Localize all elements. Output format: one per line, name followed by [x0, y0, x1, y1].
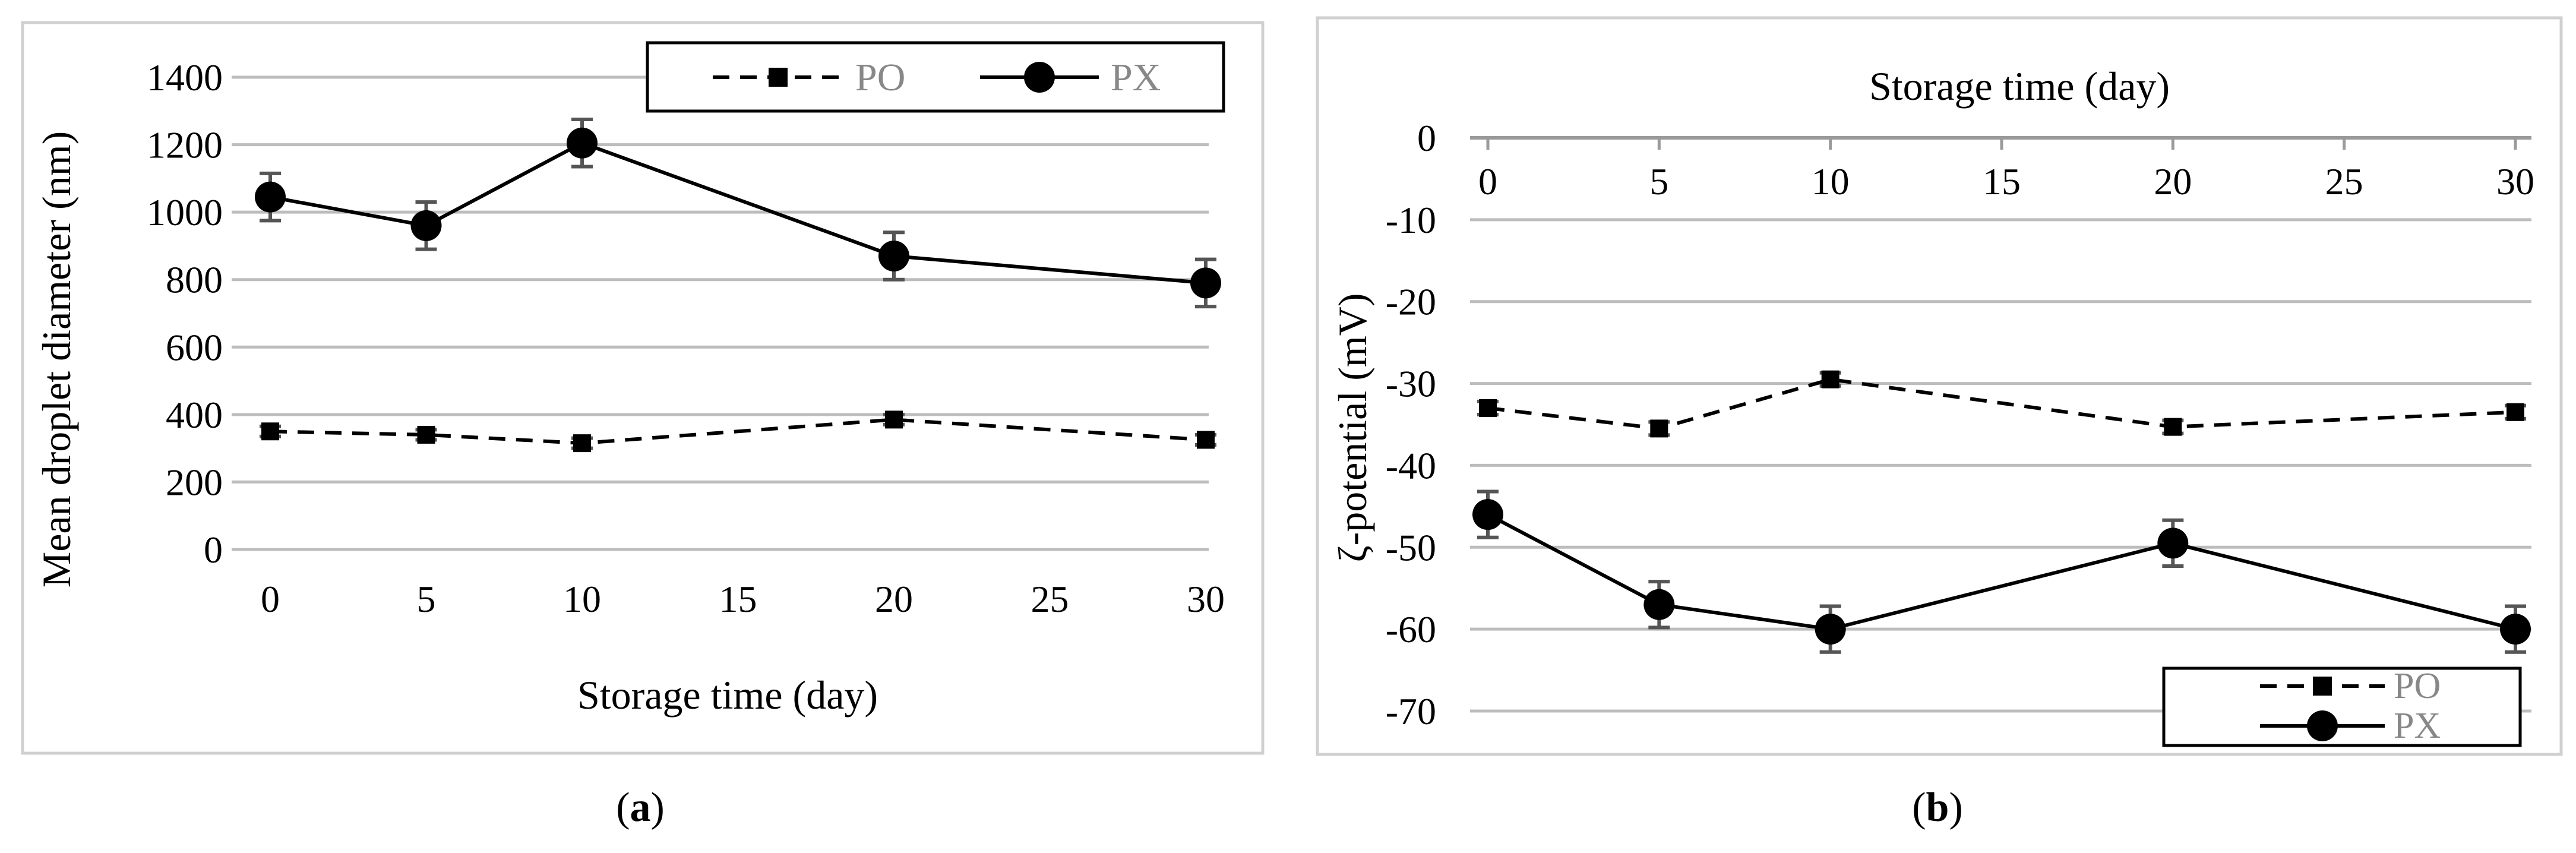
panel-b-y-tick-label: -10 — [1386, 199, 1436, 241]
panel-b-series-px-line — [1487, 513, 2516, 631]
panel-b-point-po — [1821, 370, 1839, 388]
panel-b-x-tick-label: 15 — [1983, 160, 2021, 203]
panel-a-x-ticks: 0 5 10 15 20 25 30 — [261, 578, 1225, 620]
panel-b-point-px — [1815, 614, 1846, 645]
panel-b-x-ticks: 0 5 10 15 20 25 30 — [1478, 160, 2534, 203]
panel-a-y-tick-label: 200 — [166, 461, 223, 503]
panel-b-point-px — [1472, 499, 1503, 530]
panel-a-series — [255, 117, 1221, 453]
panel-a-y-axis-label: Mean droplet diameter (nm) — [34, 131, 79, 588]
panel-b-y-tick-label: -50 — [1386, 526, 1436, 568]
panel-b-point-po — [2164, 418, 2182, 436]
panel-a-point-po — [573, 434, 591, 453]
panel-b-y-axis-label: ζ-potential (mV) — [1330, 293, 1375, 562]
panel-b-x-axis-label: Storage time (day) — [1869, 64, 2170, 109]
panel-a-x-tick-label: 30 — [1187, 578, 1225, 620]
panel-a-y-tick-label: 600 — [166, 326, 223, 368]
panel-a-y-tick-label: 800 — [166, 259, 223, 301]
panel-b-point-px — [2157, 527, 2189, 559]
panel-a-legend: PO PX — [646, 41, 1225, 113]
panel-b-legend: PO PX — [2162, 666, 2522, 747]
panel-a-x-tick-label: 0 — [261, 578, 280, 620]
panel-a-y-tick-label: 1400 — [147, 56, 223, 99]
panel-a-x-tick-label: 25 — [1031, 578, 1069, 620]
panel-b-point-po — [2507, 403, 2524, 421]
panel-a-point-px — [1190, 267, 1221, 299]
panel-b-caption: (b) — [1912, 785, 1963, 830]
panel-a-point-po — [1197, 431, 1215, 449]
panel-b-y-tick-label: -70 — [1386, 690, 1436, 732]
panel-a-point-po — [885, 410, 903, 429]
panel-b-y-tick-label: -60 — [1386, 608, 1436, 650]
panel-b-x-tick-label: 25 — [2325, 160, 2363, 203]
panel-b-legend-box — [2162, 666, 2522, 747]
panel-a-point-px — [878, 240, 909, 271]
panel-b-x-tick-label: 10 — [1812, 160, 1850, 203]
panel-b-series — [1472, 370, 2531, 654]
panel-a-x-tick-label: 20 — [875, 578, 913, 620]
panel-a-y-tick-label: 400 — [166, 394, 223, 436]
panel-a: 0 200 400 600 800 1000 1200 1400 0 5 10 15 20 25 30 S… — [21, 21, 1265, 755]
panel-a-y-tick-label: 0 — [204, 529, 223, 571]
panel-a-x-tick-label: 10 — [563, 578, 601, 620]
panel-a-point-px — [567, 127, 598, 159]
panel-b-point-po — [1479, 399, 1497, 417]
panel-b-y-tick-label: -30 — [1386, 363, 1436, 405]
panel-b-point-px — [2500, 614, 2531, 645]
panel-b-caption-letter: b — [1926, 785, 1949, 830]
panel-a-caption-letter: a — [630, 785, 651, 830]
panel-b: 0 -10 -20 -30 -40 -50 -60 -70 0 5 10 15 20 25 30 Stor… — [1316, 16, 2563, 756]
panel-a-legend-po-marker — [769, 68, 788, 87]
panel-b-legend-po-marker — [2313, 677, 2332, 696]
panel-a-x-tick-label: 5 — [417, 578, 436, 620]
panel-b-y-tick-label: 0 — [1417, 117, 1436, 159]
panel-a-x-axis-label: Storage time (day) — [577, 672, 878, 718]
panel-b-y-tick-label: -40 — [1386, 444, 1436, 486]
panel-b-point-px — [1643, 589, 1675, 620]
panel-a-caption: (a) — [616, 785, 665, 830]
panel-a-x-tick-label: 15 — [719, 578, 757, 620]
panel-b-legend-px-label: PX — [2394, 706, 2441, 746]
panel-b-x-tick-label: 30 — [2496, 160, 2534, 203]
panel-a-y-ticks: 0 200 400 600 800 1000 1200 1400 — [147, 56, 223, 571]
panel-b-x-tick-label: 20 — [2154, 160, 2192, 203]
panel-b-x-tick-label: 0 — [1478, 160, 1497, 203]
panel-a-legend-px-marker — [1024, 62, 1055, 93]
panel-a-series-po-line — [270, 418, 1206, 446]
panel-a-y-tick-label: 1000 — [147, 191, 223, 233]
panel-a-point-po — [417, 425, 435, 444]
panel-b-legend-po-label: PO — [2394, 666, 2441, 706]
panel-a-legend-po-label: PO — [855, 56, 905, 99]
panel-a-legend-px-label: PX — [1111, 56, 1161, 99]
panel-b-y-ticks: 0 -10 -20 -30 -40 -50 -60 -70 — [1386, 117, 1436, 732]
panel-b-legend-px-marker — [2307, 710, 2338, 741]
panel-a-y-tick-label: 1200 — [147, 124, 223, 166]
panel-a-point-po — [261, 422, 279, 441]
panel-a-frame — [21, 21, 1265, 755]
panel-a-point-px — [410, 210, 442, 241]
panel-b-y-tick-label: -20 — [1386, 281, 1436, 323]
panel-b-point-po — [1650, 419, 1668, 438]
panel-b-series-po-line — [1487, 377, 2516, 431]
panel-a-point-px — [255, 181, 286, 213]
panel-b-frame — [1316, 16, 2563, 756]
panel-b-x-tick-label: 5 — [1649, 160, 1668, 203]
panel-a-gridlines — [232, 75, 1209, 551]
